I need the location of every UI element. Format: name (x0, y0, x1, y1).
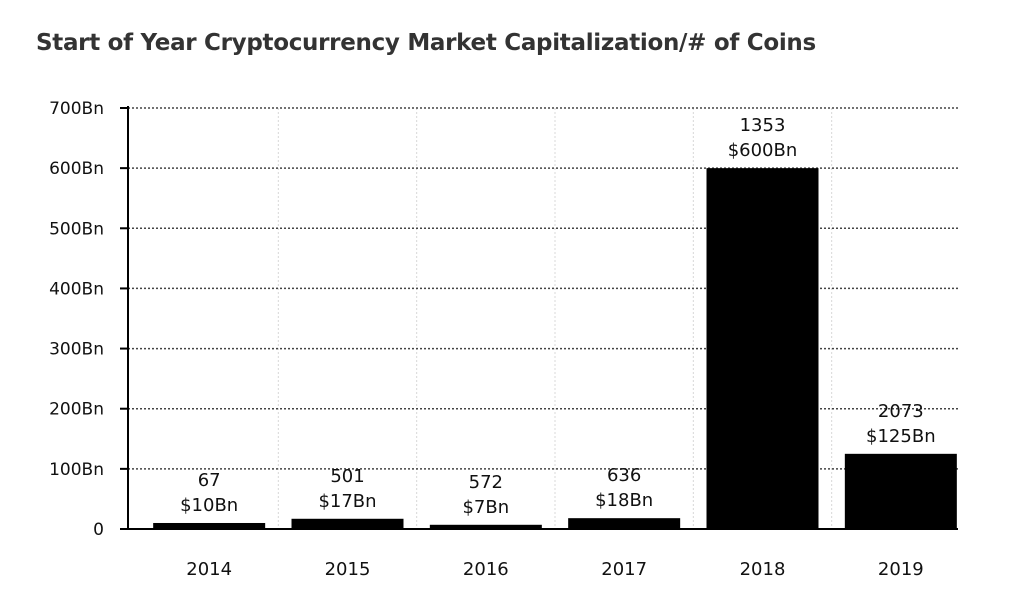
labels: 0 100Bn 200Bn 300Bn 400Bn 500Bn 600Bn 700Bn 2014… (49, 99, 936, 580)
x-tick-label: 2014 (186, 559, 232, 580)
coin-count-label: 1353 (740, 115, 786, 136)
market-cap-label: $17Bn (318, 491, 376, 512)
y-tick-label: 600Bn (49, 159, 104, 179)
bar-2014 (153, 522, 266, 529)
coin-count-label: 67 (198, 470, 221, 491)
x-tick-label: 2019 (878, 559, 924, 580)
y-tick-label: 400Bn (49, 279, 104, 299)
y-tick-label: 500Bn (49, 219, 104, 239)
market-cap-label: $125Bn (866, 426, 936, 447)
market-cap-label: $10Bn (180, 495, 238, 516)
market-cap-label: $18Bn (595, 490, 653, 511)
x-tick-label: 2018 (740, 559, 786, 580)
coin-count-label: 2073 (878, 401, 924, 422)
bar-2018 (706, 168, 819, 529)
y-tick-label: 0 (93, 520, 104, 540)
coin-count-label: 572 (469, 472, 503, 493)
bars (153, 168, 957, 529)
x-tick-label: 2015 (325, 559, 371, 580)
axes (120, 106, 958, 530)
coin-count-label: 636 (607, 465, 641, 486)
y-tick-label: 200Bn (49, 400, 104, 420)
y-tick-label: 700Bn (49, 99, 104, 119)
grid-lines (128, 107, 958, 529)
y-tick-label: 300Bn (49, 340, 104, 360)
x-tick-label: 2017 (601, 559, 647, 580)
market-cap-label: $7Bn (462, 497, 509, 518)
bar-2017 (568, 518, 681, 529)
coin-count-label: 501 (330, 466, 364, 487)
bar-2015 (291, 518, 404, 529)
bar-2019 (844, 453, 957, 529)
y-tick-label: 100Bn (49, 460, 104, 480)
chart-title: Start of Year Cryptocurrency Market Capi… (36, 30, 816, 56)
x-tick-label: 2016 (463, 559, 509, 580)
market-cap-label: $600Bn (728, 140, 798, 161)
bar-2016 (429, 524, 542, 529)
